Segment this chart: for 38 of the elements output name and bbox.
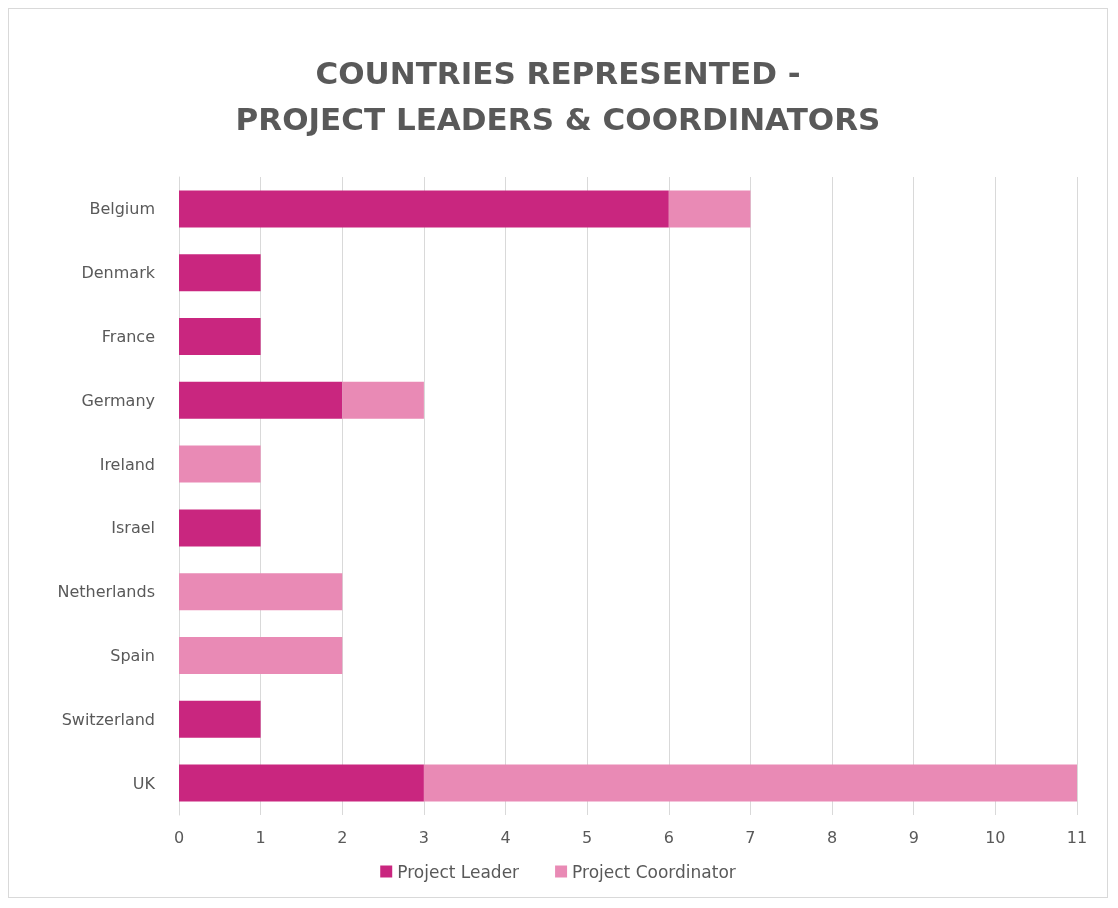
bar xyxy=(179,700,261,738)
x-tick-label: 3 xyxy=(418,827,429,847)
bar xyxy=(423,764,1077,802)
y-tick-label: Netherlands xyxy=(57,582,155,602)
x-tick-label: 6 xyxy=(663,827,674,847)
bar xyxy=(668,190,751,228)
bar xyxy=(179,381,343,419)
y-tick-label: Israel xyxy=(111,518,155,538)
y-tick-label: Switzerland xyxy=(61,709,155,729)
y-tick-label: France xyxy=(101,327,155,346)
x-tick-label: 10 xyxy=(985,827,1006,847)
x-tick-label: 4 xyxy=(500,827,511,847)
x-tick-label: 2 xyxy=(337,827,348,847)
x-tick-label: 0 xyxy=(173,827,185,847)
legend-label: Project Coordinator xyxy=(572,861,736,882)
bar xyxy=(179,318,261,355)
x-tick-label: 11 xyxy=(1066,827,1088,847)
y-tick-label: Belgium xyxy=(89,199,155,219)
y-tick-label: Germany xyxy=(81,390,155,410)
x-tick-label: 8 xyxy=(827,827,838,847)
bar xyxy=(179,509,261,547)
bar xyxy=(179,190,669,228)
bar xyxy=(179,764,424,802)
y-tick-label: UK xyxy=(132,773,156,793)
y-tick-label: Spain xyxy=(110,646,155,665)
x-tick-label: 1 xyxy=(255,827,266,847)
y-tick-label: Ireland xyxy=(99,454,155,474)
bar xyxy=(342,381,424,419)
legend-label: Project Leader xyxy=(397,861,520,882)
bar xyxy=(179,573,343,611)
x-tick-label: 7 xyxy=(745,827,756,847)
bar xyxy=(179,254,261,292)
chart-title: COUNTRIES REPRESENTED - PROJECT LEADERS & COORDINATORS xyxy=(235,55,881,137)
y-tick-label: Denmark xyxy=(81,263,156,283)
x-tick-label: 5 xyxy=(582,827,593,847)
bar xyxy=(179,445,261,483)
bar xyxy=(179,637,343,674)
x-tick-label: 9 xyxy=(908,827,919,847)
